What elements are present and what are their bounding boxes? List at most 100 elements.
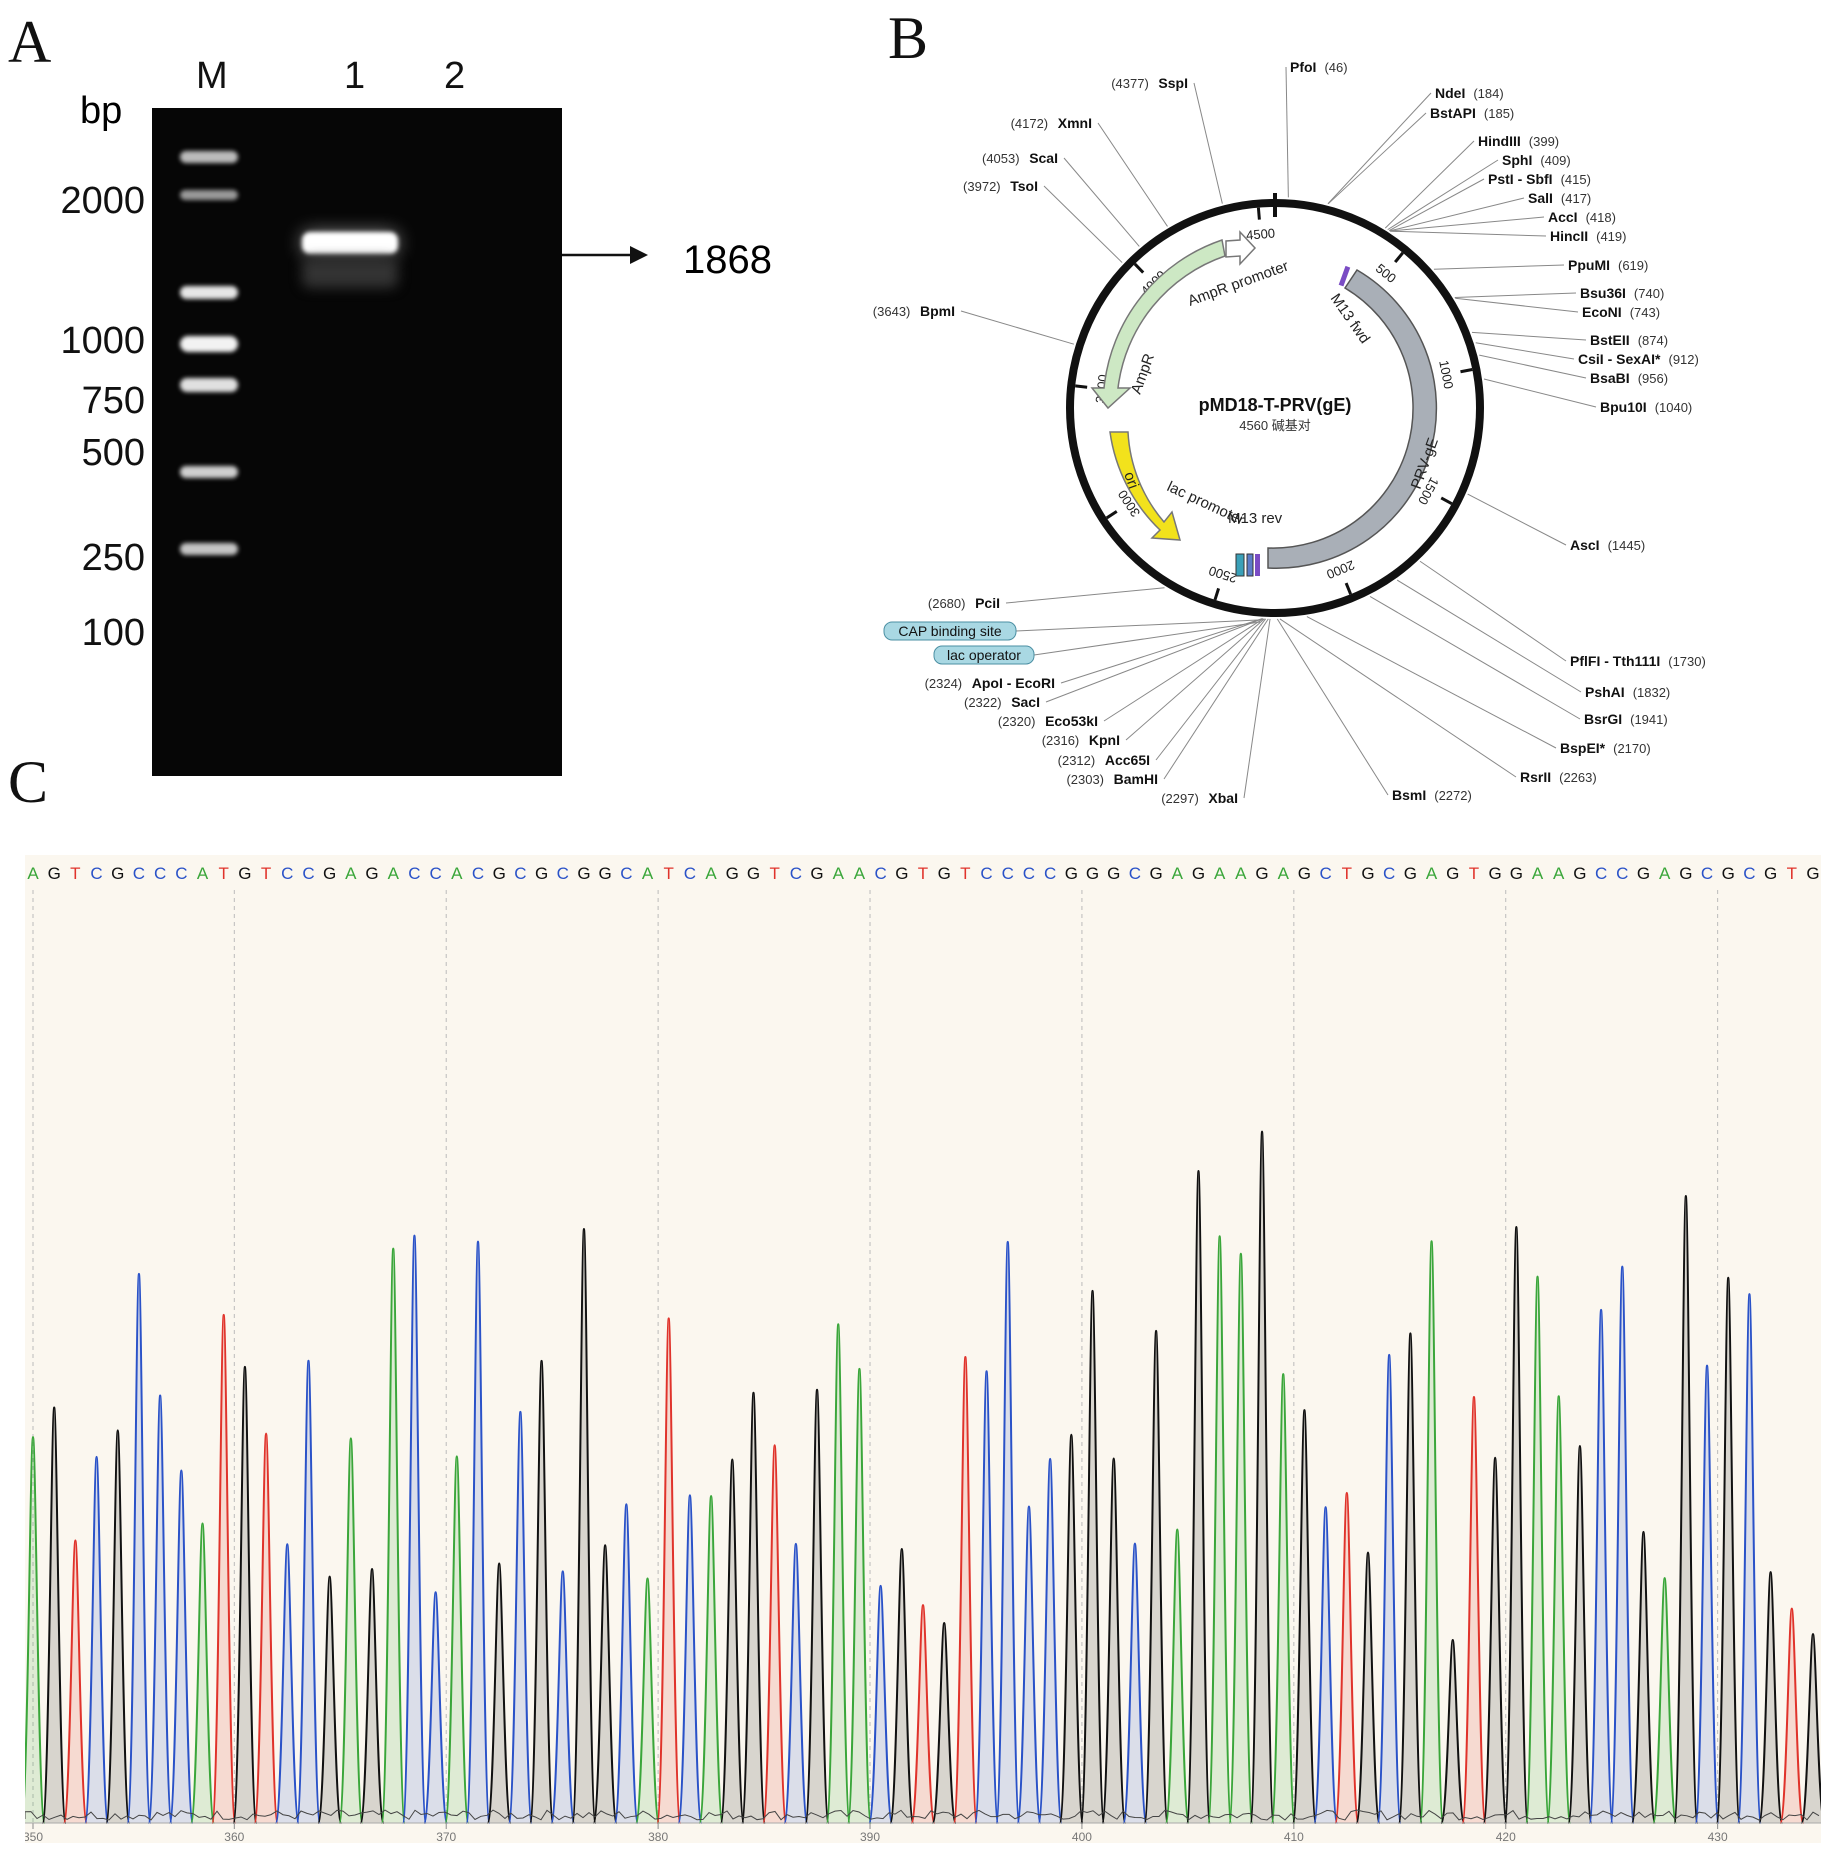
site-label-right: BsrGI (1941) [1584, 711, 1668, 727]
base-call: G [365, 864, 378, 883]
site-leader [1369, 595, 1581, 720]
trace-peak [1588, 1308, 1614, 1824]
trace-peak [592, 1544, 618, 1824]
base-call: C [1002, 864, 1014, 883]
marker-band [180, 190, 238, 200]
scale-tick [1075, 384, 1088, 389]
site-label-right: HincII (419) [1550, 228, 1626, 244]
axis-tick-label: 380 [648, 1830, 668, 1843]
base-call: T [1342, 864, 1352, 883]
lane-label-2: 2 [444, 55, 466, 97]
trace-peak [1207, 1235, 1233, 1824]
marker-band [180, 286, 238, 299]
site-label-left: (4377) SspI [1111, 75, 1188, 91]
site-leader [1005, 587, 1165, 604]
trace-peak [1440, 1639, 1466, 1824]
axis-tick-label: 390 [860, 1830, 880, 1843]
plasmid-size: 4560 碱基对 [1239, 418, 1311, 433]
base-call: G [1489, 864, 1502, 883]
base-call: A [854, 864, 866, 883]
marker-band [180, 151, 238, 163]
site-label-left: (2312) Acc65I [1058, 752, 1150, 768]
site-leader [1276, 618, 1389, 796]
base-call: T [261, 864, 271, 883]
trace-peak [528, 1359, 555, 1824]
site-label-right: BsmI (2272) [1392, 787, 1472, 803]
base-call: C [1743, 864, 1755, 883]
base-call: C [1616, 864, 1628, 883]
trace-peak [1736, 1293, 1763, 1824]
axis-tick-label: 360 [224, 1830, 244, 1843]
trace-peak [444, 1455, 470, 1824]
trace-peak [253, 1432, 279, 1824]
scale-tick [1256, 207, 1261, 220]
base-call: A [388, 864, 400, 883]
panel-label-a: A [8, 9, 52, 75]
base-call: G [535, 864, 548, 883]
trace-peak [1312, 1506, 1339, 1824]
base-call: G [1722, 864, 1735, 883]
position-axis: 350 360 370 380 390 400 410 420 430 [25, 1822, 1821, 1843]
base-call: G [238, 864, 251, 883]
trace-peak [317, 1575, 343, 1824]
base-call: G [1361, 864, 1374, 883]
marker-band [180, 378, 238, 392]
site-label-left: (2303) BamHI [1066, 771, 1158, 787]
base-call: T [219, 864, 229, 883]
trace-peak [1249, 1130, 1275, 1824]
band-size-label: 1868 [683, 238, 772, 282]
gel-image [152, 108, 562, 776]
marker-size-2000: 2000 [60, 180, 145, 222]
base-call: G [1065, 864, 1078, 883]
base-call: A [1278, 864, 1290, 883]
site-label-right: RsrII (2263) [1520, 769, 1597, 785]
trace-peak [465, 1240, 491, 1824]
trace-peak [995, 1240, 1021, 1824]
base-call: C [1023, 864, 1035, 883]
base-call: G [1404, 864, 1417, 883]
base-call: A [345, 864, 357, 883]
trace-peak [62, 1539, 89, 1824]
site-label-right: BspEI* (2170) [1560, 740, 1651, 756]
trace-peak [1482, 1456, 1508, 1824]
site-leader [1045, 618, 1263, 703]
site-label-left: (4172) XmnI [1011, 115, 1092, 131]
trace-peak [1228, 1252, 1254, 1824]
base-call: C [1701, 864, 1713, 883]
base-call: C [790, 864, 802, 883]
base-call: C [1319, 864, 1331, 883]
trace-peak [1185, 1169, 1212, 1824]
trace-peak [338, 1437, 364, 1824]
site-leader [1455, 297, 1579, 313]
scale-tick [1213, 587, 1221, 601]
site-label-left: (4053) ScaI [982, 150, 1058, 166]
base-call: A [642, 864, 654, 883]
base-call: C [302, 864, 314, 883]
scale-label: 1000 [1436, 359, 1456, 390]
site-label-right: PflFI - Tth111I (1730) [1570, 653, 1706, 669]
trace-peak [422, 1591, 449, 1824]
site-leader [1467, 493, 1567, 546]
bp-unit-label: bp [80, 90, 123, 132]
site-label-right: CsiI - SexAI* (912) [1578, 351, 1699, 367]
box-leader [1015, 619, 1259, 632]
marker-size-1000: 1000 [60, 320, 145, 362]
panel-label-c: C [8, 749, 49, 815]
base-call: C [154, 864, 166, 883]
site-leader [1285, 66, 1289, 198]
base-call: A [27, 864, 39, 883]
axis-tick-label: 370 [436, 1830, 456, 1843]
site-leader [1193, 82, 1223, 204]
base-call: G [1679, 864, 1692, 883]
base-call: C [1044, 864, 1056, 883]
trace-peak [1079, 1289, 1106, 1824]
feature-ampr-promoter [1225, 230, 1257, 266]
base-call: C [557, 864, 569, 883]
site-leader [1389, 197, 1525, 232]
site-label-right: PfoI (46) [1290, 59, 1348, 75]
base-call: G [577, 864, 590, 883]
trace-peak [380, 1247, 406, 1824]
site-leader [1125, 618, 1265, 741]
base-call: G [1637, 864, 1650, 883]
site-leader [1387, 159, 1499, 231]
